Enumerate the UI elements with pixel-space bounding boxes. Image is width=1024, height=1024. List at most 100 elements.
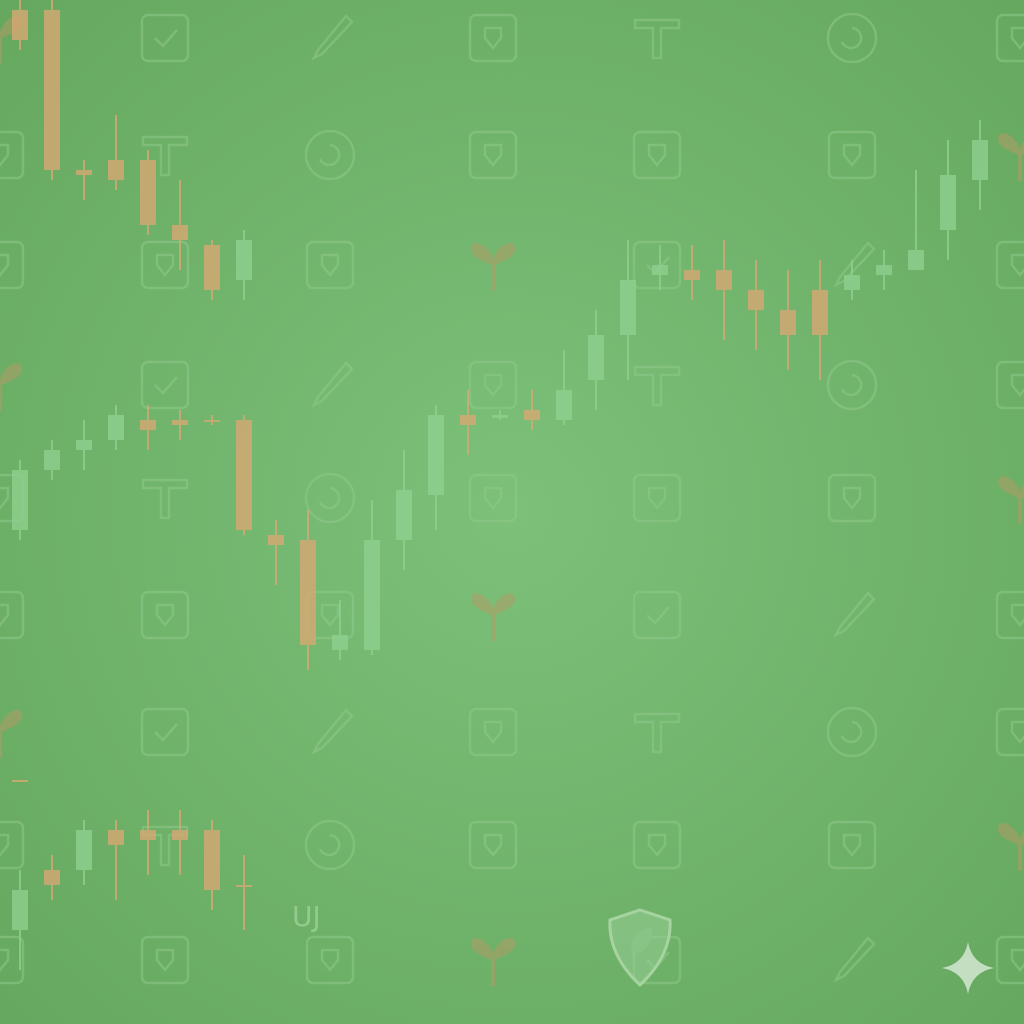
plant-icon xyxy=(140,590,190,640)
puzzle-icon xyxy=(995,240,1024,290)
crown-icon xyxy=(305,935,355,985)
chess-piece-icon xyxy=(468,473,518,523)
candle xyxy=(652,245,668,290)
candle xyxy=(460,390,476,455)
candle xyxy=(908,170,924,270)
candle xyxy=(108,115,124,190)
refresh-circle-icon xyxy=(826,706,878,758)
candle xyxy=(844,260,860,300)
puzzle-icon xyxy=(995,935,1024,985)
candle xyxy=(588,310,604,410)
text-t-icon xyxy=(141,135,189,177)
heart-icon xyxy=(0,363,22,411)
crown-icon xyxy=(827,130,877,180)
candle xyxy=(172,410,188,440)
heart-icon xyxy=(998,133,1024,181)
crown-icon xyxy=(827,820,877,870)
candle xyxy=(204,415,220,425)
puzzle-icon xyxy=(0,820,25,870)
heart-icon xyxy=(471,593,515,641)
candle xyxy=(44,440,60,480)
candle xyxy=(204,240,220,300)
text-t-icon xyxy=(633,365,681,407)
pencil-icon xyxy=(833,241,876,288)
candle xyxy=(108,405,124,450)
heart-icon xyxy=(471,938,515,986)
pencil-icon xyxy=(311,361,354,408)
pencil-icon xyxy=(833,936,876,983)
candle xyxy=(364,500,380,655)
candle xyxy=(524,390,540,430)
chess-piece-icon xyxy=(995,707,1024,757)
candle xyxy=(716,240,732,340)
candle xyxy=(44,855,60,900)
puzzle-icon xyxy=(468,707,518,757)
pencil-icon xyxy=(833,591,876,638)
small-mark-text: UJ xyxy=(292,900,321,933)
candle xyxy=(268,520,284,585)
puzzle-icon xyxy=(0,130,25,180)
chess-piece-icon xyxy=(995,13,1024,63)
text-t-icon xyxy=(633,18,681,60)
candle xyxy=(620,240,636,380)
heart-icon xyxy=(998,476,1024,524)
text-t-icon xyxy=(633,712,681,754)
chess-piece-icon xyxy=(0,935,25,985)
candle xyxy=(876,250,892,290)
candle xyxy=(12,0,28,50)
candle xyxy=(492,410,508,420)
candle xyxy=(332,600,348,660)
plant-icon xyxy=(140,935,190,985)
pencil-icon xyxy=(311,708,354,755)
candle xyxy=(300,510,316,670)
pencil-icon xyxy=(311,14,354,61)
heart-icon xyxy=(471,243,515,291)
candle xyxy=(140,150,156,235)
candle xyxy=(12,460,28,540)
puzzle-icon xyxy=(995,590,1024,640)
text-t-icon xyxy=(141,478,189,520)
candle xyxy=(172,180,188,270)
candle xyxy=(12,870,28,970)
puzzle-icon xyxy=(468,360,518,410)
sparkle-icon xyxy=(942,942,994,994)
candle xyxy=(236,415,252,535)
refresh-circle-icon xyxy=(304,472,356,524)
candle xyxy=(172,810,188,875)
candle xyxy=(76,820,92,885)
heart-icon xyxy=(0,710,22,758)
candle xyxy=(76,160,92,200)
shield-leaf-icon xyxy=(608,908,672,988)
candle xyxy=(396,450,412,570)
candle xyxy=(108,820,124,900)
candle xyxy=(428,405,444,530)
candle xyxy=(556,350,572,425)
candle xyxy=(204,820,220,910)
candle xyxy=(236,855,252,930)
plant-icon xyxy=(140,240,190,290)
refresh-circle-icon xyxy=(304,819,356,871)
refresh-circle-icon xyxy=(304,129,356,181)
crown-icon xyxy=(827,473,877,523)
refresh-circle-icon xyxy=(826,12,878,64)
pattern-layer xyxy=(0,12,1024,986)
plant-icon xyxy=(632,820,682,870)
checkbox-icon xyxy=(632,590,682,640)
crown-icon xyxy=(305,240,355,290)
puzzle-icon xyxy=(468,13,518,63)
chess-piece-icon xyxy=(468,820,518,870)
candle xyxy=(812,260,828,380)
chess-piece-icon xyxy=(468,130,518,180)
heart-icon xyxy=(998,823,1024,871)
candle xyxy=(972,120,988,210)
candle xyxy=(940,140,956,260)
chess-piece-icon xyxy=(995,360,1024,410)
candle xyxy=(236,230,252,300)
chess-piece-icon xyxy=(0,240,25,290)
candle xyxy=(780,270,796,370)
checkbox-icon xyxy=(140,13,190,63)
chess-piece-icon xyxy=(0,590,25,640)
candle xyxy=(44,0,60,180)
